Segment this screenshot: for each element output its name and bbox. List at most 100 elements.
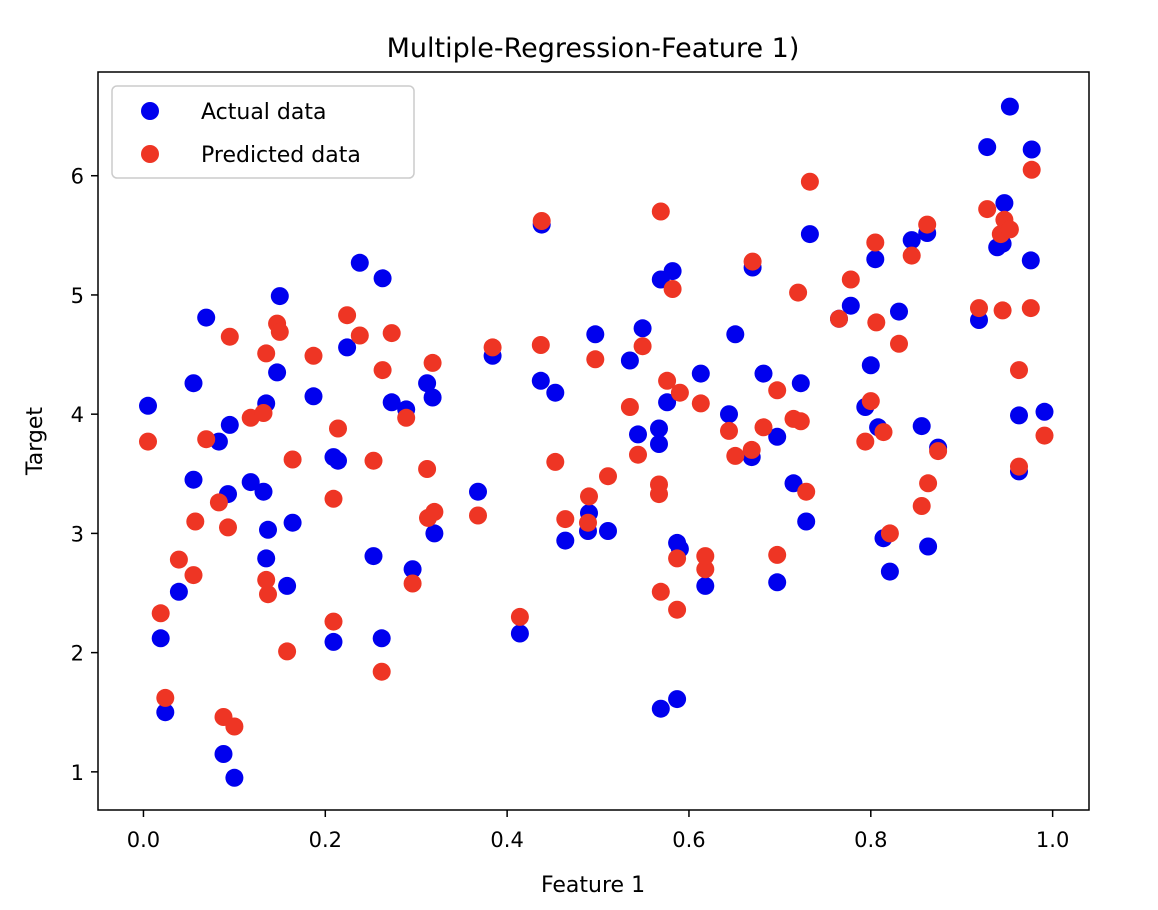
data-point <box>599 467 617 486</box>
data-point <box>970 299 988 318</box>
data-point <box>579 513 597 532</box>
data-point <box>364 451 383 470</box>
data-point <box>209 493 228 512</box>
data-point <box>197 308 216 327</box>
data-point <box>856 432 875 451</box>
data-point <box>720 421 738 440</box>
data-point <box>650 485 668 504</box>
data-point <box>556 510 575 529</box>
data-point <box>350 253 369 272</box>
data-point <box>599 522 617 540</box>
data-point <box>880 524 899 543</box>
data-point <box>184 470 203 489</box>
data-point <box>423 353 442 372</box>
data-point <box>841 270 860 289</box>
data-point <box>382 324 401 343</box>
data-point <box>629 425 647 444</box>
data-point <box>830 309 848 328</box>
y-tick-label: 5 <box>71 284 84 308</box>
data-point <box>1000 220 1019 239</box>
data-point <box>184 374 203 393</box>
data-point <box>397 408 416 427</box>
data-point <box>364 547 383 566</box>
data-point <box>338 338 357 357</box>
data-point <box>768 381 787 400</box>
data-point <box>768 427 787 446</box>
data-point <box>633 319 652 338</box>
x-tick-label: 0.4 <box>490 828 523 852</box>
data-point <box>225 768 244 787</box>
y-tick-label: 6 <box>71 165 84 189</box>
data-point <box>861 392 880 411</box>
x-axis-label: Feature 1 <box>541 873 645 898</box>
data-point <box>324 489 343 508</box>
data-point <box>304 346 323 365</box>
data-point <box>720 405 738 424</box>
data-point <box>225 717 244 736</box>
legend-marker <box>141 145 159 163</box>
data-point <box>691 394 710 413</box>
x-tick-label: 0.2 <box>309 828 342 852</box>
data-point <box>1035 426 1054 445</box>
data-point <box>373 269 392 288</box>
data-point <box>754 364 773 383</box>
data-point <box>663 262 682 281</box>
data-point <box>768 545 787 564</box>
data-point <box>1010 457 1028 476</box>
data-point <box>800 225 819 244</box>
data-point <box>423 388 442 407</box>
data-point <box>658 393 677 412</box>
data-point <box>324 632 343 651</box>
data-point <box>890 302 908 321</box>
data-point <box>1021 299 1040 318</box>
y-axis-label: Target <box>23 407 48 476</box>
data-point <box>743 252 762 271</box>
data-point <box>220 327 239 346</box>
data-point <box>768 573 787 592</box>
data-point <box>556 531 575 550</box>
data-point <box>620 351 639 370</box>
data-point <box>867 313 886 332</box>
data-point <box>214 745 233 763</box>
data-point <box>902 246 921 265</box>
data-point <box>866 233 885 252</box>
data-point <box>1021 251 1040 270</box>
data-point <box>866 250 885 269</box>
data-point <box>800 172 819 191</box>
data-point <box>586 325 605 344</box>
data-point <box>186 512 205 531</box>
data-point <box>259 585 277 604</box>
data-point <box>283 513 302 532</box>
legend-label: Predicted data <box>201 143 361 168</box>
y-axis: 1 2 3 4 5 6 <box>71 165 98 785</box>
data-point <box>1010 406 1028 425</box>
data-point <box>791 412 810 431</box>
data-point <box>531 336 550 354</box>
data-point <box>929 442 948 461</box>
data-point <box>510 624 529 643</box>
data-point <box>382 393 401 412</box>
data-point <box>742 440 761 459</box>
data-point <box>220 415 239 434</box>
data-point <box>978 200 997 219</box>
data-point <box>257 549 276 568</box>
data-point <box>270 287 289 306</box>
data-point <box>350 326 369 345</box>
data-point <box>241 473 260 492</box>
data-point <box>169 582 188 601</box>
data-point <box>726 446 745 465</box>
data-point <box>919 474 938 493</box>
data-point <box>668 600 687 619</box>
y-tick-label: 1 <box>71 761 84 785</box>
data-point <box>912 497 931 515</box>
data-point <box>469 506 487 525</box>
plot-area <box>139 97 1054 787</box>
data-point <box>668 549 687 568</box>
data-point <box>650 419 668 438</box>
legend-marker <box>141 102 159 120</box>
x-tick-label: 1.0 <box>1036 828 1069 852</box>
series-predicted <box>139 160 1054 736</box>
data-point <box>219 518 237 537</box>
data-point <box>329 419 347 438</box>
